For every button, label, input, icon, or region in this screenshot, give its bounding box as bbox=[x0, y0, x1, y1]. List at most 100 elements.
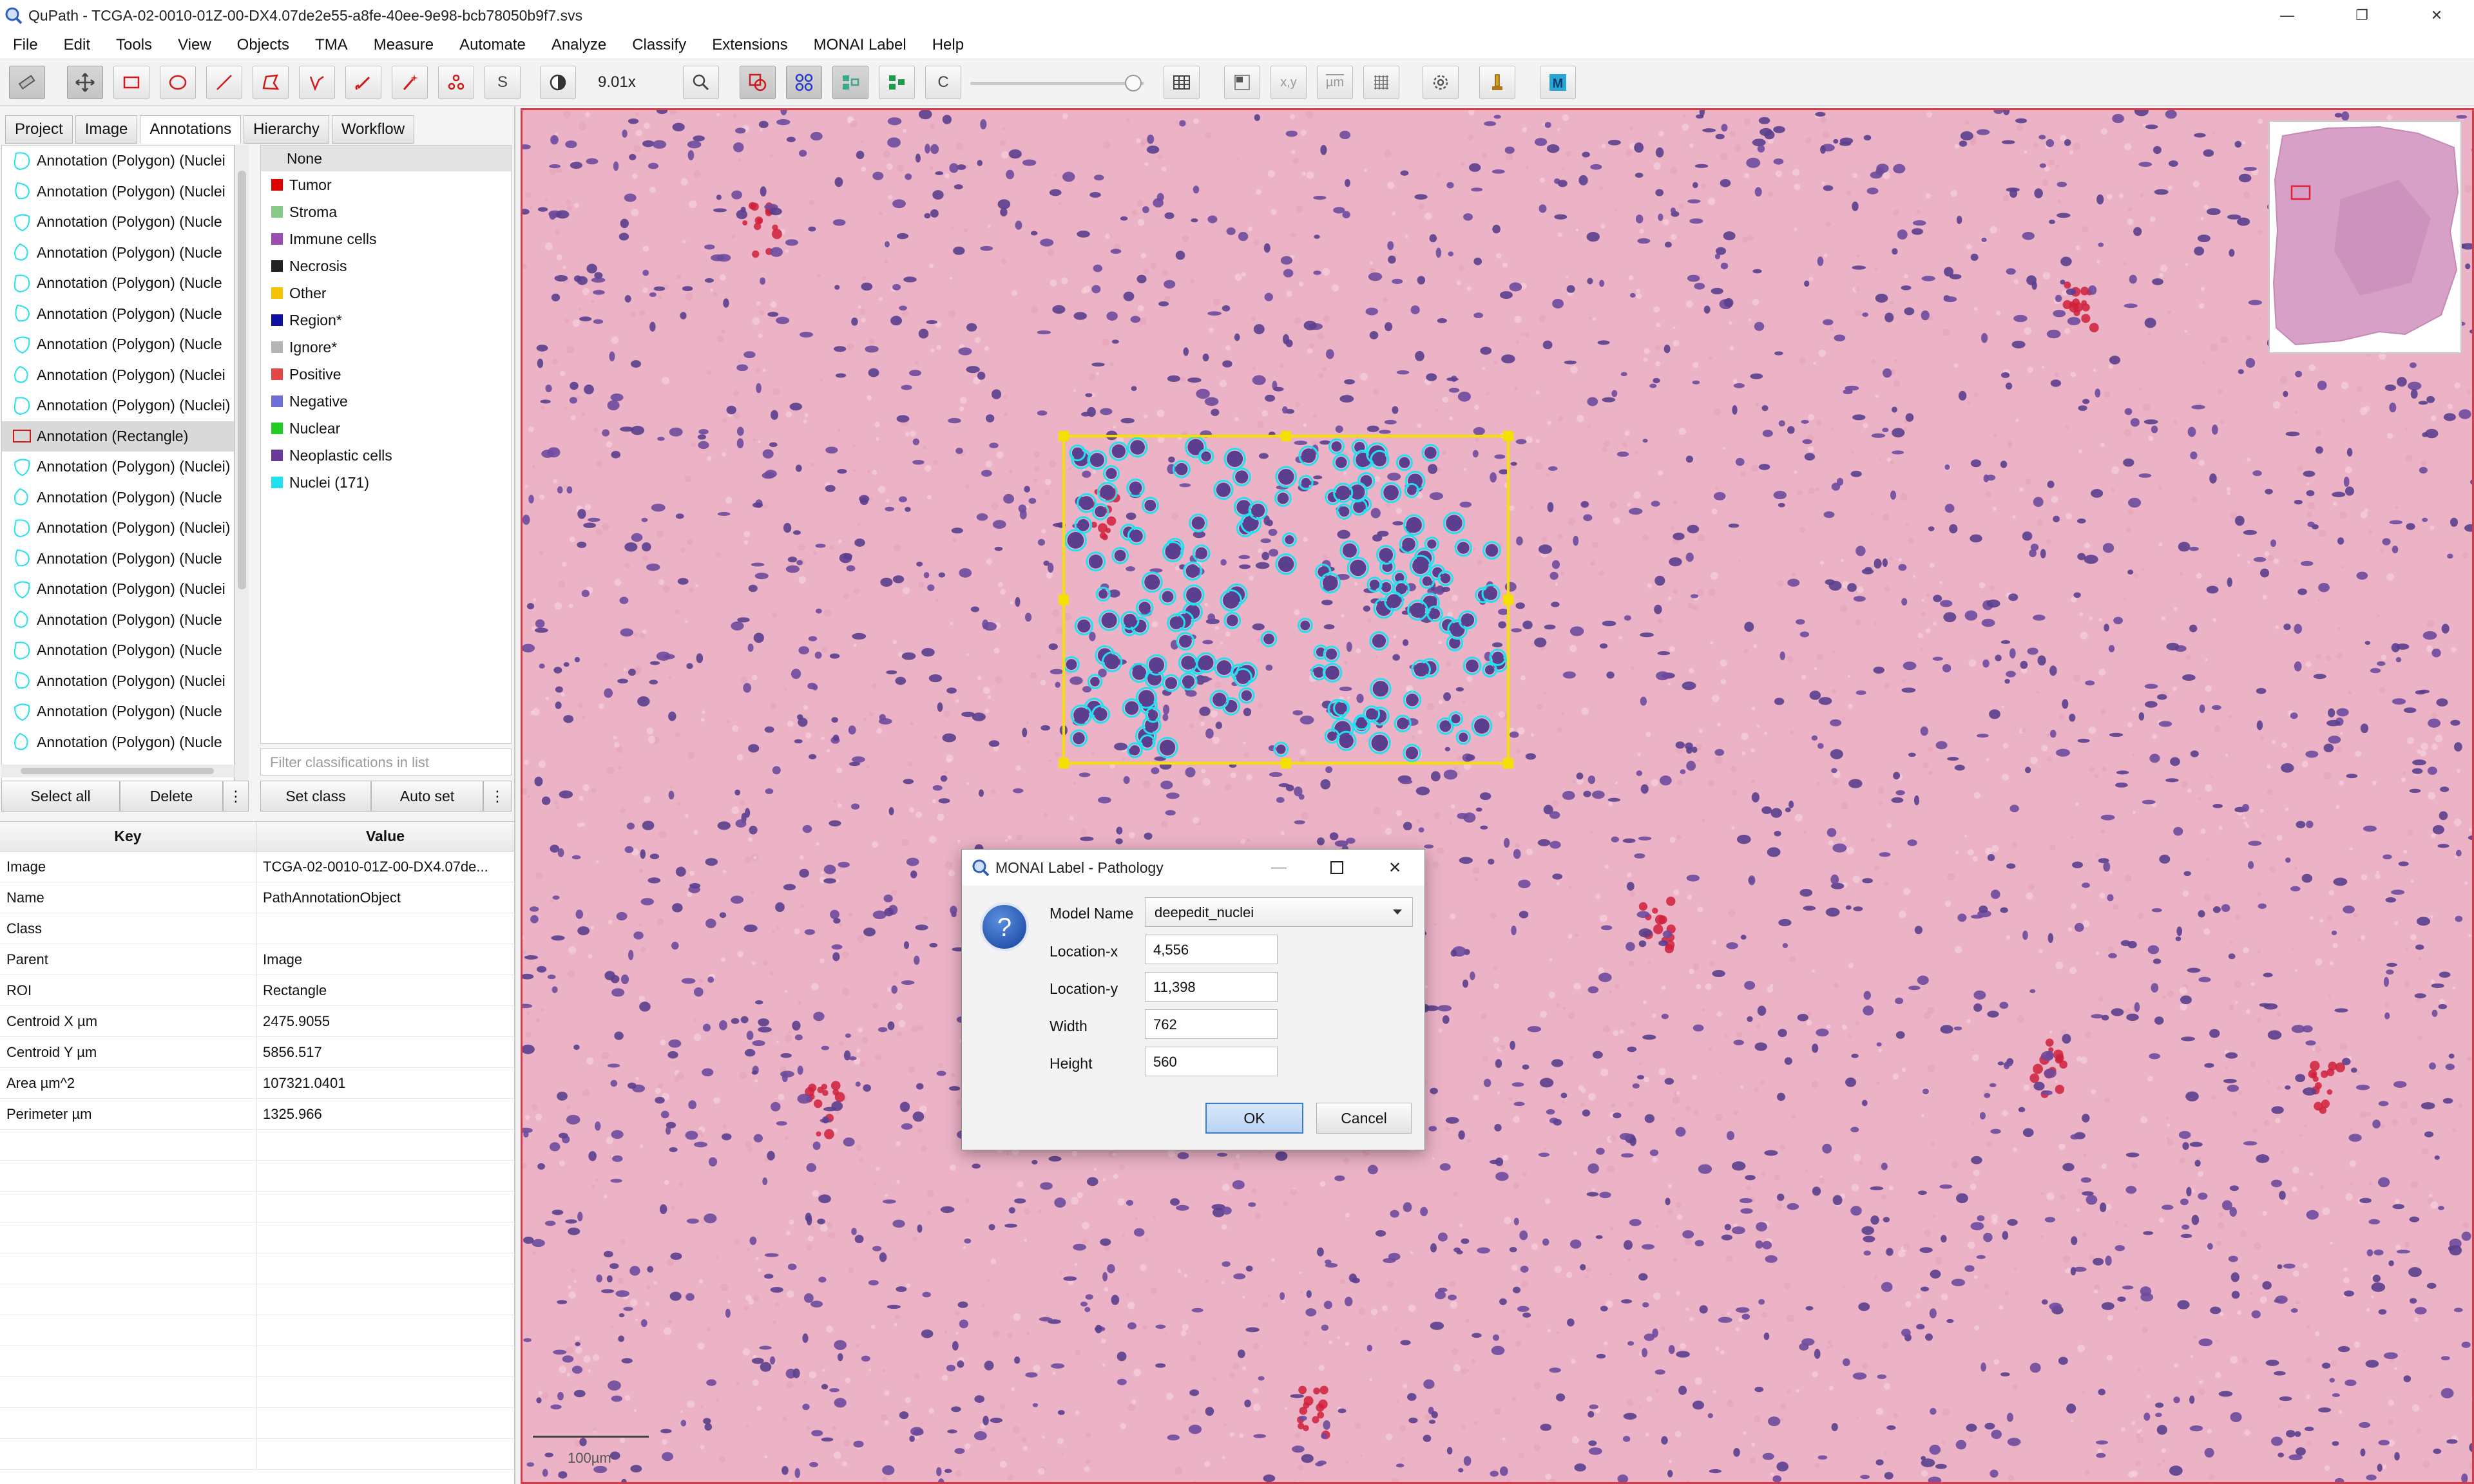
menu-monai-label[interactable]: MONAI Label bbox=[813, 35, 906, 53]
location-x-field[interactable]: 4,556 bbox=[1145, 935, 1278, 964]
menu-tools[interactable]: Tools bbox=[116, 35, 153, 53]
annotation-list-item[interactable]: Annotation (Polygon) (Nuclei bbox=[2, 146, 234, 176]
class-item[interactable]: None bbox=[261, 146, 511, 171]
property-row[interactable]: Name PathAnnotationObject bbox=[0, 882, 514, 913]
property-row[interactable] bbox=[0, 1222, 514, 1253]
classification-list[interactable]: None Tumor Stroma Immune cells Necrosis Other… bbox=[260, 145, 512, 744]
menu-file[interactable]: File bbox=[13, 35, 38, 53]
annotation-more-button[interactable]: ⋮ bbox=[223, 781, 249, 812]
log-button[interactable] bbox=[1479, 66, 1515, 99]
annotation-list[interactable]: Annotation (Polygon) (Nuclei Annotation (… bbox=[1, 145, 235, 789]
menu-help[interactable]: Help bbox=[932, 35, 964, 53]
property-row[interactable] bbox=[0, 1161, 514, 1192]
annotation-list-item[interactable]: Annotation (Polygon) (Nucle bbox=[2, 727, 234, 758]
annotation-list-item[interactable]: Annotation (Polygon) (Nucle bbox=[2, 696, 234, 727]
property-row[interactable] bbox=[0, 1315, 514, 1346]
property-row[interactable] bbox=[0, 1130, 514, 1161]
wand-tool-button[interactable] bbox=[392, 66, 428, 99]
roi-resize-handle[interactable] bbox=[1059, 595, 1069, 605]
property-row[interactable]: Centroid Y µm 5856.517 bbox=[0, 1037, 514, 1068]
annotation-list-item[interactable]: Annotation (Polygon) (Nucle bbox=[2, 238, 234, 269]
property-row[interactable]: Centroid X µm 2475.9055 bbox=[0, 1006, 514, 1037]
show-tma-grid-button[interactable] bbox=[786, 66, 822, 99]
annotation-list-item[interactable]: Annotation (Polygon) (Nuclei bbox=[2, 574, 234, 605]
class-item[interactable]: Region* bbox=[261, 307, 511, 334]
class-item[interactable]: Stroma bbox=[261, 198, 511, 225]
select-all-button[interactable]: Select all bbox=[1, 781, 120, 812]
tab-image[interactable]: Image bbox=[75, 115, 138, 144]
overlay-opacity-slider[interactable] bbox=[970, 75, 1144, 91]
dialog-close-button[interactable]: ✕ bbox=[1388, 859, 1402, 877]
annotation-list-scrollbar[interactable] bbox=[235, 145, 249, 789]
minimize-button[interactable]: — bbox=[2280, 7, 2294, 23]
annotation-list-item[interactable]: Annotation (Polygon) (Nuclei bbox=[2, 666, 234, 697]
fill-detections-button[interactable] bbox=[879, 66, 915, 99]
menu-classify[interactable]: Classify bbox=[632, 35, 687, 53]
annotation-list-item[interactable]: Annotation (Polygon) (Nuclei bbox=[2, 360, 234, 391]
brightness-contrast-button[interactable] bbox=[540, 66, 576, 99]
show-annotations-button[interactable] bbox=[740, 66, 776, 99]
property-row[interactable] bbox=[0, 1377, 514, 1408]
dialog-minimize-button[interactable]: — bbox=[1271, 859, 1287, 876]
class-item[interactable]: Necrosis bbox=[261, 252, 511, 280]
annotation-list-item[interactable]: Annotation (Polygon) (Nuclei bbox=[2, 176, 234, 207]
slide-overview-thumbnail[interactable] bbox=[2268, 120, 2462, 354]
property-row[interactable]: Image TCGA-02-0010-01Z-00-DX4.07de... bbox=[0, 851, 514, 882]
ok-button[interactable]: OK bbox=[1205, 1103, 1303, 1134]
tab-workflow[interactable]: Workflow bbox=[331, 115, 415, 144]
model-name-select[interactable]: deepedit_nuclei bbox=[1145, 897, 1413, 927]
property-row[interactable]: Area µm^2 107321.0401 bbox=[0, 1068, 514, 1099]
key-column-header[interactable]: Key bbox=[0, 822, 256, 851]
property-row[interactable] bbox=[0, 1346, 514, 1377]
property-row[interactable]: Class bbox=[0, 913, 514, 944]
annotation-list-item[interactable]: Annotation (Polygon) (Nuclei) bbox=[2, 452, 234, 482]
scrollbar-thumb[interactable] bbox=[238, 171, 246, 589]
zoom-to-fit-button[interactable] bbox=[683, 66, 719, 99]
menu-tma[interactable]: TMA bbox=[315, 35, 348, 53]
menu-objects[interactable]: Objects bbox=[236, 35, 290, 53]
annotation-list-item[interactable]: Annotation (Polygon) (Nucle bbox=[2, 207, 234, 238]
slider-thumb[interactable] bbox=[1125, 75, 1142, 91]
annotation-list-hscrollbar[interactable] bbox=[1, 765, 235, 777]
roi-resize-handle[interactable] bbox=[1281, 758, 1291, 768]
menu-view[interactable]: View bbox=[178, 35, 211, 53]
points-tool-button[interactable] bbox=[438, 66, 474, 99]
class-item[interactable]: Immune cells bbox=[261, 225, 511, 252]
class-item[interactable]: Negative bbox=[261, 388, 511, 415]
class-item[interactable]: Nuclear bbox=[261, 415, 511, 442]
roi-resize-handle[interactable] bbox=[1059, 758, 1069, 768]
class-item[interactable]: Positive bbox=[261, 361, 511, 388]
move-tool-button[interactable] bbox=[67, 66, 103, 99]
menu-measure[interactable]: Measure bbox=[373, 35, 434, 53]
selection-mode-button[interactable]: S bbox=[484, 66, 521, 99]
roi-resize-handle[interactable] bbox=[1281, 431, 1291, 441]
tab-project[interactable]: Project bbox=[5, 115, 73, 144]
location-toggle-button[interactable]: x,y bbox=[1271, 66, 1307, 99]
annotation-list-item[interactable]: Annotation (Polygon) (Nucle bbox=[2, 482, 234, 513]
annotation-list-item[interactable]: Annotation (Polygon) (Nucle bbox=[2, 605, 234, 636]
tab-annotations[interactable]: Annotations bbox=[140, 115, 242, 144]
hscrollbar-thumb[interactable] bbox=[21, 768, 214, 774]
annotation-list-item[interactable]: Annotation (Polygon) (Nucle bbox=[2, 299, 234, 330]
close-button[interactable]: ✕ bbox=[2430, 7, 2443, 23]
rectangle-tool-button[interactable] bbox=[113, 66, 149, 99]
set-class-button[interactable]: Set class bbox=[260, 781, 371, 812]
overview-toggle-button[interactable] bbox=[1224, 66, 1260, 99]
dialog-maximize-button[interactable] bbox=[1307, 850, 1366, 886]
auto-set-button[interactable]: Auto set bbox=[371, 781, 483, 812]
property-row[interactable] bbox=[0, 1253, 514, 1284]
value-column-header[interactable]: Value bbox=[365, 828, 405, 844]
show-detections-button[interactable] bbox=[832, 66, 868, 99]
annotation-list-item[interactable]: Annotation (Polygon) (Nucle bbox=[2, 635, 234, 666]
annotation-list-item[interactable]: Annotation (Polygon) (Nuclei) bbox=[2, 513, 234, 544]
maximize-button[interactable]: ❐ bbox=[2355, 7, 2368, 23]
roi-resize-handle[interactable] bbox=[1059, 431, 1069, 441]
grid-toggle-button[interactable] bbox=[1363, 66, 1399, 99]
location-y-field[interactable]: 11,398 bbox=[1145, 972, 1278, 1002]
class-item[interactable]: Other bbox=[261, 280, 511, 307]
class-filter-input[interactable]: Filter classifications in list bbox=[260, 748, 512, 775]
class-more-button[interactable]: ⋮ bbox=[483, 781, 512, 812]
height-field[interactable]: 560 bbox=[1145, 1047, 1278, 1076]
property-row[interactable] bbox=[0, 1284, 514, 1315]
polyline-tool-button[interactable] bbox=[299, 66, 335, 99]
